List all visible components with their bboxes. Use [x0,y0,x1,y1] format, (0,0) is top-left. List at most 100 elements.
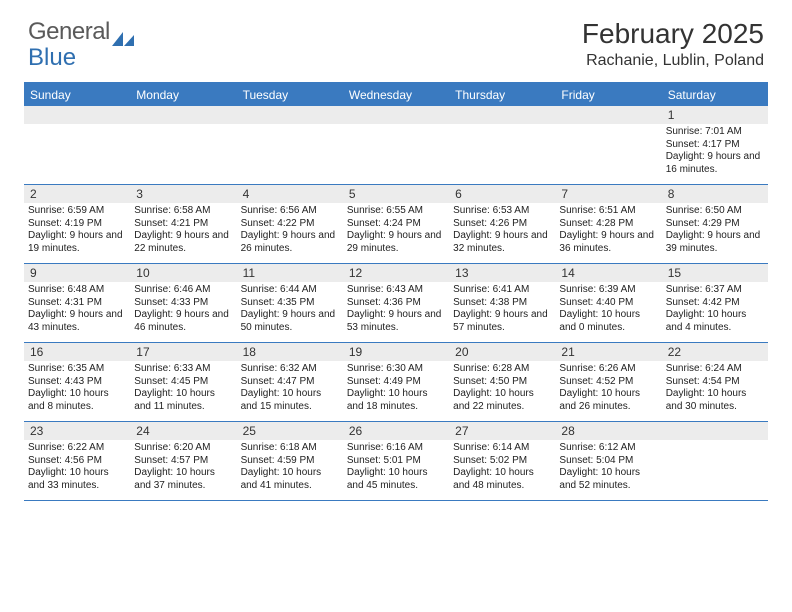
day-cell: 14Sunrise: 6:39 AMSunset: 4:40 PMDayligh… [555,264,661,342]
day-number: 19 [343,343,449,361]
day-cell: 18Sunrise: 6:32 AMSunset: 4:47 PMDayligh… [237,343,343,421]
day-cell: 7Sunrise: 6:51 AMSunset: 4:28 PMDaylight… [555,185,661,263]
day-sunrise: Sunrise: 6:56 AM [241,205,339,218]
day-number: 16 [24,343,130,361]
day-sunrise: Sunrise: 6:14 AM [453,442,551,455]
day-number: 9 [24,264,130,282]
day-body: Sunrise: 6:39 AMSunset: 4:40 PMDaylight:… [555,282,661,338]
day-cell: 26Sunrise: 6:16 AMSunset: 5:01 PMDayligh… [343,422,449,500]
day-daylight: Daylight: 9 hours and 22 minutes. [134,230,232,255]
day-sunrise: Sunrise: 6:58 AM [134,205,232,218]
day-number: 25 [237,422,343,440]
day-body: Sunrise: 6:41 AMSunset: 4:38 PMDaylight:… [449,282,555,338]
day-daylight: Daylight: 9 hours and 43 minutes. [28,309,126,334]
day-number: 27 [449,422,555,440]
day-sunrise: Sunrise: 7:01 AM [666,126,764,139]
page-header: General February 2025 Rachanie, Lublin, … [0,0,792,76]
day-daylight: Daylight: 9 hours and 32 minutes. [453,230,551,255]
day-sunset: Sunset: 4:56 PM [28,455,126,468]
day-number: 21 [555,343,661,361]
day-number: 13 [449,264,555,282]
day-number: 6 [449,185,555,203]
day-cell [343,106,449,184]
day-cell: 21Sunrise: 6:26 AMSunset: 4:52 PMDayligh… [555,343,661,421]
day-number: 28 [555,422,661,440]
weekday-header: Thursday [449,84,555,106]
day-number: 24 [130,422,236,440]
day-number: 7 [555,185,661,203]
day-body: Sunrise: 6:53 AMSunset: 4:26 PMDaylight:… [449,203,555,259]
day-daylight: Daylight: 9 hours and 19 minutes. [28,230,126,255]
weekday-header-row: Sunday Monday Tuesday Wednesday Thursday… [24,84,768,106]
day-sunset: Sunset: 4:19 PM [28,218,126,231]
day-daylight: Daylight: 10 hours and 48 minutes. [453,467,551,492]
day-number: 20 [449,343,555,361]
day-cell [662,422,768,500]
day-sunset: Sunset: 4:38 PM [453,297,551,310]
day-cell: 8Sunrise: 6:50 AMSunset: 4:29 PMDaylight… [662,185,768,263]
day-sunrise: Sunrise: 6:22 AM [28,442,126,455]
day-body: Sunrise: 6:28 AMSunset: 4:50 PMDaylight:… [449,361,555,417]
week-row: 9Sunrise: 6:48 AMSunset: 4:31 PMDaylight… [24,264,768,343]
day-sunrise: Sunrise: 6:39 AM [559,284,657,297]
day-sunset: Sunset: 4:31 PM [28,297,126,310]
day-cell: 17Sunrise: 6:33 AMSunset: 4:45 PMDayligh… [130,343,236,421]
day-daylight: Daylight: 10 hours and 41 minutes. [241,467,339,492]
day-daylight: Daylight: 9 hours and 39 minutes. [666,230,764,255]
day-sunset: Sunset: 4:52 PM [559,376,657,389]
day-body: Sunrise: 6:32 AMSunset: 4:47 PMDaylight:… [237,361,343,417]
day-number: 3 [130,185,236,203]
day-sunrise: Sunrise: 6:50 AM [666,205,764,218]
day-sunrise: Sunrise: 6:20 AM [134,442,232,455]
day-body: Sunrise: 6:30 AMSunset: 4:49 PMDaylight:… [343,361,449,417]
day-sunrise: Sunrise: 6:44 AM [241,284,339,297]
title-month: February 2025 [582,18,764,50]
day-cell: 11Sunrise: 6:44 AMSunset: 4:35 PMDayligh… [237,264,343,342]
day-cell: 10Sunrise: 6:46 AMSunset: 4:33 PMDayligh… [130,264,236,342]
weekday-header: Wednesday [343,84,449,106]
day-number [343,106,449,124]
day-daylight: Daylight: 9 hours and 53 minutes. [347,309,445,334]
day-sunrise: Sunrise: 6:28 AM [453,363,551,376]
day-cell: 9 Sunrise: 6:48 AMSunset: 4:31 PMDaylight… [24,264,130,342]
day-number: 1 [662,106,768,124]
day-sunset: Sunset: 5:04 PM [559,455,657,468]
day-body: Sunrise: 6:14 AMSunset: 5:02 PMDaylight:… [449,440,555,496]
day-number [662,422,768,440]
day-body: Sunrise: 6:16 AMSunset: 5:01 PMDaylight:… [343,440,449,496]
day-number: 17 [130,343,236,361]
day-daylight: Daylight: 10 hours and 22 minutes. [453,388,551,413]
day-number: 10 [130,264,236,282]
day-sunset: Sunset: 4:40 PM [559,297,657,310]
brand-text-2: Blue [28,44,76,72]
day-daylight: Daylight: 10 hours and 45 minutes. [347,467,445,492]
day-sunrise: Sunrise: 6:18 AM [241,442,339,455]
day-sunset: Sunset: 4:22 PM [241,218,339,231]
day-number: 18 [237,343,343,361]
day-sunset: Sunset: 4:26 PM [453,218,551,231]
day-cell: 24Sunrise: 6:20 AMSunset: 4:57 PMDayligh… [130,422,236,500]
day-sunrise: Sunrise: 6:43 AM [347,284,445,297]
day-sunrise: Sunrise: 6:48 AM [28,284,126,297]
day-sunset: Sunset: 4:24 PM [347,218,445,231]
day-sunrise: Sunrise: 6:41 AM [453,284,551,297]
day-sunrise: Sunrise: 6:51 AM [559,205,657,218]
week-row: 16Sunrise: 6:35 AMSunset: 4:43 PMDayligh… [24,343,768,422]
day-daylight: Daylight: 10 hours and 30 minutes. [666,388,764,413]
day-body: Sunrise: 6:20 AMSunset: 4:57 PMDaylight:… [130,440,236,496]
day-cell: 3Sunrise: 6:58 AMSunset: 4:21 PMDaylight… [130,185,236,263]
day-body: Sunrise: 6:22 AMSunset: 4:56 PMDaylight:… [24,440,130,496]
day-body: Sunrise: 6:18 AMSunset: 4:59 PMDaylight:… [237,440,343,496]
day-cell: 2Sunrise: 6:59 AMSunset: 4:19 PMDaylight… [24,185,130,263]
day-body: Sunrise: 6:56 AMSunset: 4:22 PMDaylight:… [237,203,343,259]
day-number [449,106,555,124]
day-number: 11 [237,264,343,282]
day-sunset: Sunset: 4:28 PM [559,218,657,231]
day-sunset: Sunset: 4:29 PM [666,218,764,231]
day-daylight: Daylight: 10 hours and 26 minutes. [559,388,657,413]
day-cell: 6Sunrise: 6:53 AMSunset: 4:26 PMDaylight… [449,185,555,263]
day-sunset: Sunset: 4:54 PM [666,376,764,389]
day-body: Sunrise: 6:43 AMSunset: 4:36 PMDaylight:… [343,282,449,338]
day-cell [449,106,555,184]
day-daylight: Daylight: 10 hours and 0 minutes. [559,309,657,334]
